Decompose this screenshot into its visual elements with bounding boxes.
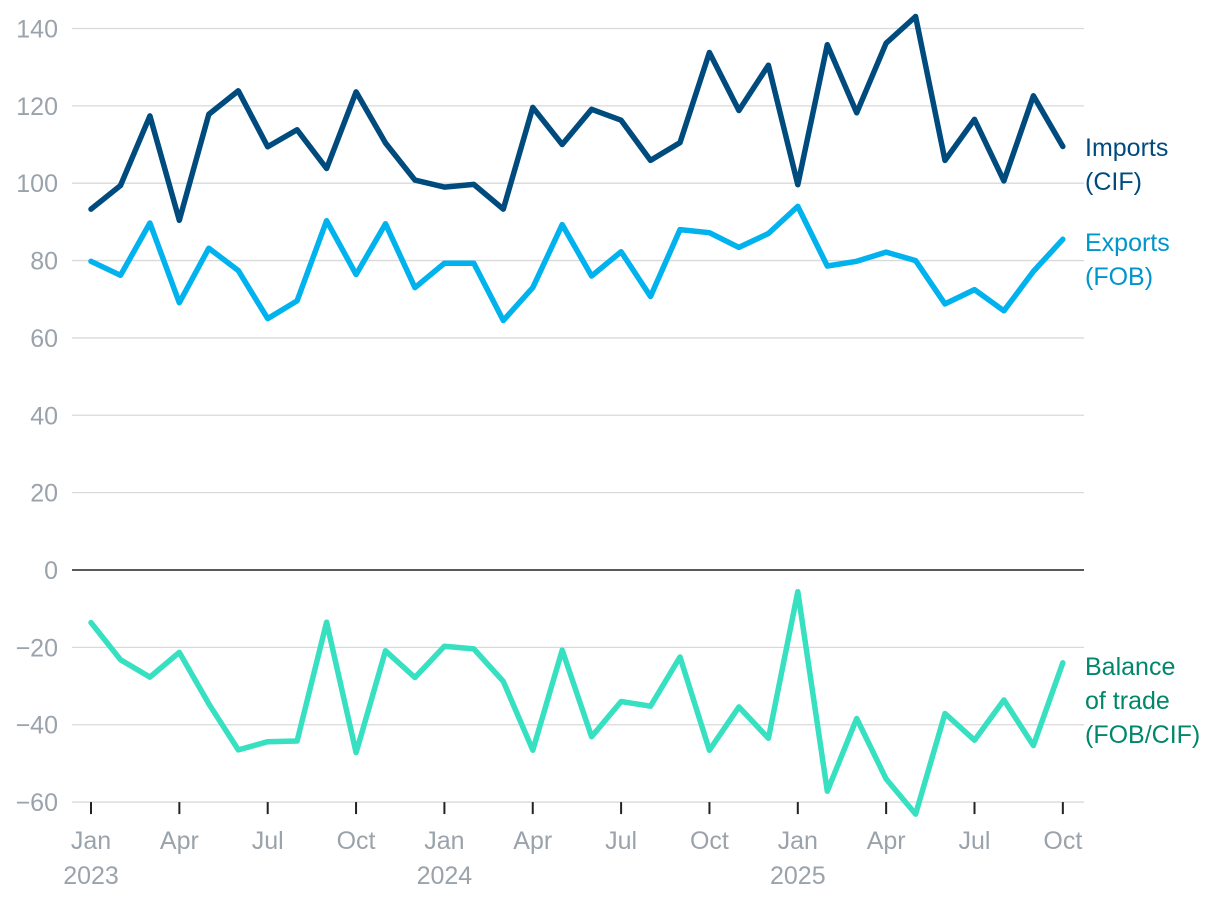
series-line-exports — [88, 203, 1066, 324]
series-lines — [88, 13, 1066, 817]
series-label-balance: of trade — [1085, 687, 1170, 715]
x-tick-label: Jan — [424, 827, 464, 855]
x-tick-label: Jan — [71, 827, 111, 855]
x-tick-label: Jul — [959, 827, 991, 855]
series-label-balance: (FOB/CIF) — [1085, 721, 1200, 749]
series-line-imports — [88, 13, 1066, 224]
y-tick-label: 120 — [16, 93, 58, 121]
y-tick-label: 40 — [30, 402, 58, 430]
gridlines — [72, 27, 1084, 803]
x-tick-year-label: 2024 — [417, 862, 473, 890]
x-tick-label: Apr — [867, 827, 906, 855]
y-tick-label: −40 — [16, 712, 58, 740]
y-tick-label: −60 — [16, 789, 58, 817]
x-tick-label: Jan — [778, 827, 818, 855]
x-tick-label: Oct — [690, 827, 729, 855]
series-label-exports: Exports — [1085, 229, 1170, 257]
series-label-exports: (FOB) — [1085, 263, 1153, 291]
y-tick-label: 60 — [30, 325, 58, 353]
x-tick-label: Apr — [160, 827, 199, 855]
series-line-balance — [88, 588, 1066, 817]
x-tick-year-label: 2023 — [63, 862, 119, 890]
series-label-balance: Balance — [1085, 653, 1175, 681]
x-tick-label: Oct — [1043, 827, 1082, 855]
x-tick-label: Apr — [513, 827, 552, 855]
y-tick-label: 80 — [30, 248, 58, 276]
y-axis-tick-labels: 140 120 100 80 60 40 20 0 −20 −40 −60 — [16, 15, 58, 817]
series-labels: Imports (CIF) Exports (FOB) Balance of trade (… — [1085, 134, 1200, 749]
y-tick-label: 140 — [16, 15, 58, 43]
y-tick-label: −20 — [16, 634, 58, 662]
y-tick-label: 20 — [30, 480, 58, 508]
x-tick-label: Jul — [252, 827, 284, 855]
y-tick-label: 0 — [44, 557, 58, 585]
x-tick-year-label: 2025 — [770, 862, 826, 890]
series-label-imports: Imports — [1085, 134, 1168, 162]
series-label-imports: (CIF) — [1085, 168, 1142, 196]
x-tick-label: Jul — [605, 827, 637, 855]
x-axis: Jan 2023 Apr Jul Oct Jan 2024 Apr Jul Oct Jan 2025 A… — [63, 802, 1082, 890]
x-tick-label: Oct — [337, 827, 376, 855]
y-tick-label: 100 — [16, 170, 58, 198]
